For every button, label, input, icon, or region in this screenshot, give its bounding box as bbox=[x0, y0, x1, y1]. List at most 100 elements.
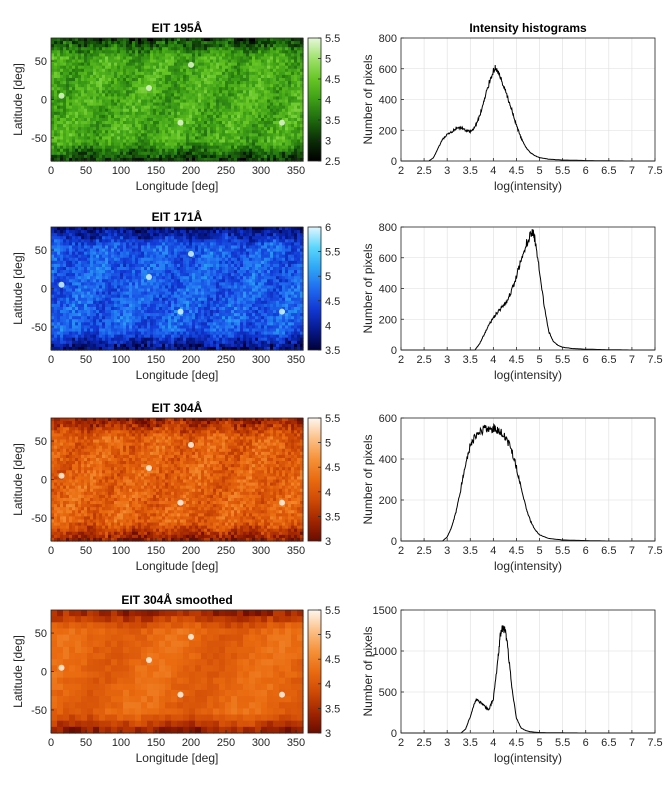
bright-spot bbox=[58, 281, 65, 288]
map-x-tick-label: 350 bbox=[287, 545, 305, 557]
bright-spot bbox=[188, 61, 194, 68]
colorbar-tick-label: 4 bbox=[325, 487, 331, 499]
histogram-ylabel: Number of pixels bbox=[361, 54, 375, 144]
histogram-line bbox=[401, 422, 655, 542]
histogram-ylabel: Number of pixels bbox=[361, 626, 375, 716]
bright-spot bbox=[146, 85, 152, 91]
histogram-y-tick-label: 600 bbox=[379, 64, 397, 76]
map-y-tick-label: 0 bbox=[41, 95, 47, 107]
bright-spot bbox=[177, 119, 184, 126]
histogram-x-tick-label: 2 bbox=[398, 165, 404, 177]
map-x-tick-label: 250 bbox=[217, 354, 235, 366]
histogram-xlabel: log(intensity) bbox=[494, 751, 562, 765]
map-x-tick-label: 50 bbox=[80, 354, 92, 366]
map-y-tick-label: -50 bbox=[31, 133, 47, 145]
histogram-x-tick-label: 5 bbox=[536, 545, 542, 557]
map-y-tick-label: 0 bbox=[41, 667, 47, 679]
histogram-ylabel: Number of pixels bbox=[361, 434, 375, 524]
histogram-x-tick-label: 7.5 bbox=[647, 545, 662, 557]
histogram-panel-eit-304-smoothed: log(intensity) Number of pixels 2 2.5 3 3.5… bbox=[361, 605, 663, 765]
colorbar-tick-label: 3 bbox=[325, 536, 331, 548]
colorbar-tick-label: 4.5 bbox=[325, 462, 340, 474]
histogram-line bbox=[401, 229, 655, 351]
bright-spot bbox=[279, 691, 285, 698]
colorbar bbox=[307, 417, 322, 542]
colorbar-tick-label: 3.5 bbox=[325, 703, 340, 715]
map-x-tick-label: 150 bbox=[147, 545, 165, 557]
bright-spot bbox=[279, 119, 285, 126]
colorbar bbox=[307, 226, 322, 351]
histogram-axes-background bbox=[401, 610, 655, 733]
histogram-x-tick-label: 4.5 bbox=[509, 354, 524, 366]
map-title-eit-171: EIT 171Å bbox=[152, 209, 203, 224]
histogram-x-tick-label: 6 bbox=[583, 354, 589, 366]
bright-spot bbox=[177, 308, 184, 315]
map-xlabel: Longitude [deg] bbox=[136, 179, 219, 193]
histogram-panel-eit-195: Intensity histograms log(intensity) Numb… bbox=[361, 21, 663, 193]
histogram-x-tick-label: 5.5 bbox=[555, 545, 570, 557]
histogram-panel-eit-171: log(intensity) Number of pixels 2 2.5 3 3.5… bbox=[361, 222, 663, 382]
colorbar-tick-label: 4 bbox=[325, 95, 331, 107]
histogram-x-tick-label: 3 bbox=[444, 354, 450, 366]
histogram-x-tick-label: 6.5 bbox=[601, 545, 616, 557]
bright-spot bbox=[146, 657, 152, 663]
histogram-x-tick-label: 2.5 bbox=[416, 545, 431, 557]
histogram-y-tick-label: 400 bbox=[379, 284, 397, 296]
histogram-x-tick-label: 4.5 bbox=[509, 737, 524, 749]
bright-spot bbox=[188, 441, 194, 448]
histogram-x-tick-label: 3 bbox=[444, 737, 450, 749]
histogram-xlabel: log(intensity) bbox=[494, 179, 562, 193]
map-x-tick-label: 250 bbox=[217, 737, 235, 749]
colorbar-tick-label: 4.5 bbox=[325, 654, 340, 666]
map-x-tick-label: 100 bbox=[112, 545, 130, 557]
map-x-tick-label: 200 bbox=[182, 545, 200, 557]
histogram-x-tick-label: 4.5 bbox=[509, 545, 524, 557]
histogram-x-tick-label: 4 bbox=[490, 545, 496, 557]
map-ylabel: Latitude [deg] bbox=[11, 443, 25, 516]
map-title-eit-304-smoothed: EIT 304Å smoothed bbox=[121, 592, 232, 607]
map-x-tick-label: 300 bbox=[252, 545, 270, 557]
map-x-tick-label: 350 bbox=[287, 737, 305, 749]
histogram-x-tick-label: 6.5 bbox=[601, 165, 616, 177]
colorbar-tick-label: 4 bbox=[325, 320, 331, 332]
histogram-x-tick-label: 4 bbox=[490, 354, 496, 366]
histogram-y-tick-label: 0 bbox=[391, 536, 397, 548]
map-x-tick-label: 150 bbox=[147, 737, 165, 749]
histogram-x-tick-label: 3 bbox=[444, 545, 450, 557]
map-x-tick-label: 100 bbox=[112, 354, 130, 366]
colorbar-tick-label: 4.5 bbox=[325, 296, 340, 308]
map-y-tick-label: 0 bbox=[41, 284, 47, 296]
map-xlabel: Longitude [deg] bbox=[136, 368, 219, 382]
bright-spot bbox=[58, 664, 65, 671]
map-y-tick-label: -50 bbox=[31, 513, 47, 525]
colorbar-tick-label: 2.5 bbox=[325, 156, 340, 168]
map-y-tick-label: -50 bbox=[31, 322, 47, 334]
histogram-x-tick-label: 4 bbox=[490, 737, 496, 749]
map-x-tick-label: 350 bbox=[287, 165, 305, 177]
bright-spot bbox=[279, 499, 285, 506]
histogram-x-tick-label: 7 bbox=[629, 165, 635, 177]
histogram-x-tick-label: 2 bbox=[398, 354, 404, 366]
histogram-x-tick-label: 2 bbox=[398, 737, 404, 749]
map-ylabel: Latitude [deg] bbox=[11, 63, 25, 136]
map-panel-eit-304-smoothed: EIT 304Å smoothed Longitude [deg] Latitu… bbox=[11, 592, 340, 765]
map-x-tick-label: 0 bbox=[48, 737, 54, 749]
map-image bbox=[51, 418, 304, 542]
colorbar-tick-label: 3 bbox=[325, 728, 331, 740]
histogram-x-tick-label: 4.5 bbox=[509, 165, 524, 177]
map-x-tick-label: 300 bbox=[252, 165, 270, 177]
histogram-y-tick-label: 600 bbox=[379, 253, 397, 265]
map-panel-eit-304: EIT 304Å Longitude [deg] Latitude [deg] … bbox=[11, 400, 340, 573]
map-x-tick-label: 300 bbox=[252, 354, 270, 366]
histogram-y-tick-label: 600 bbox=[379, 413, 397, 425]
histogram-x-tick-label: 6 bbox=[583, 737, 589, 749]
histogram-y-tick-label: 200 bbox=[379, 314, 397, 326]
histogram-xlabel: log(intensity) bbox=[494, 368, 562, 382]
histogram-x-tick-label: 7.5 bbox=[647, 354, 662, 366]
histogram-x-tick-label: 2 bbox=[398, 545, 404, 557]
colorbar-tick-label: 5.5 bbox=[325, 605, 340, 617]
histogram-x-tick-label: 2.5 bbox=[416, 165, 431, 177]
map-x-tick-label: 0 bbox=[48, 165, 54, 177]
histogram-x-tick-label: 5 bbox=[536, 165, 542, 177]
bright-spot bbox=[177, 691, 184, 698]
